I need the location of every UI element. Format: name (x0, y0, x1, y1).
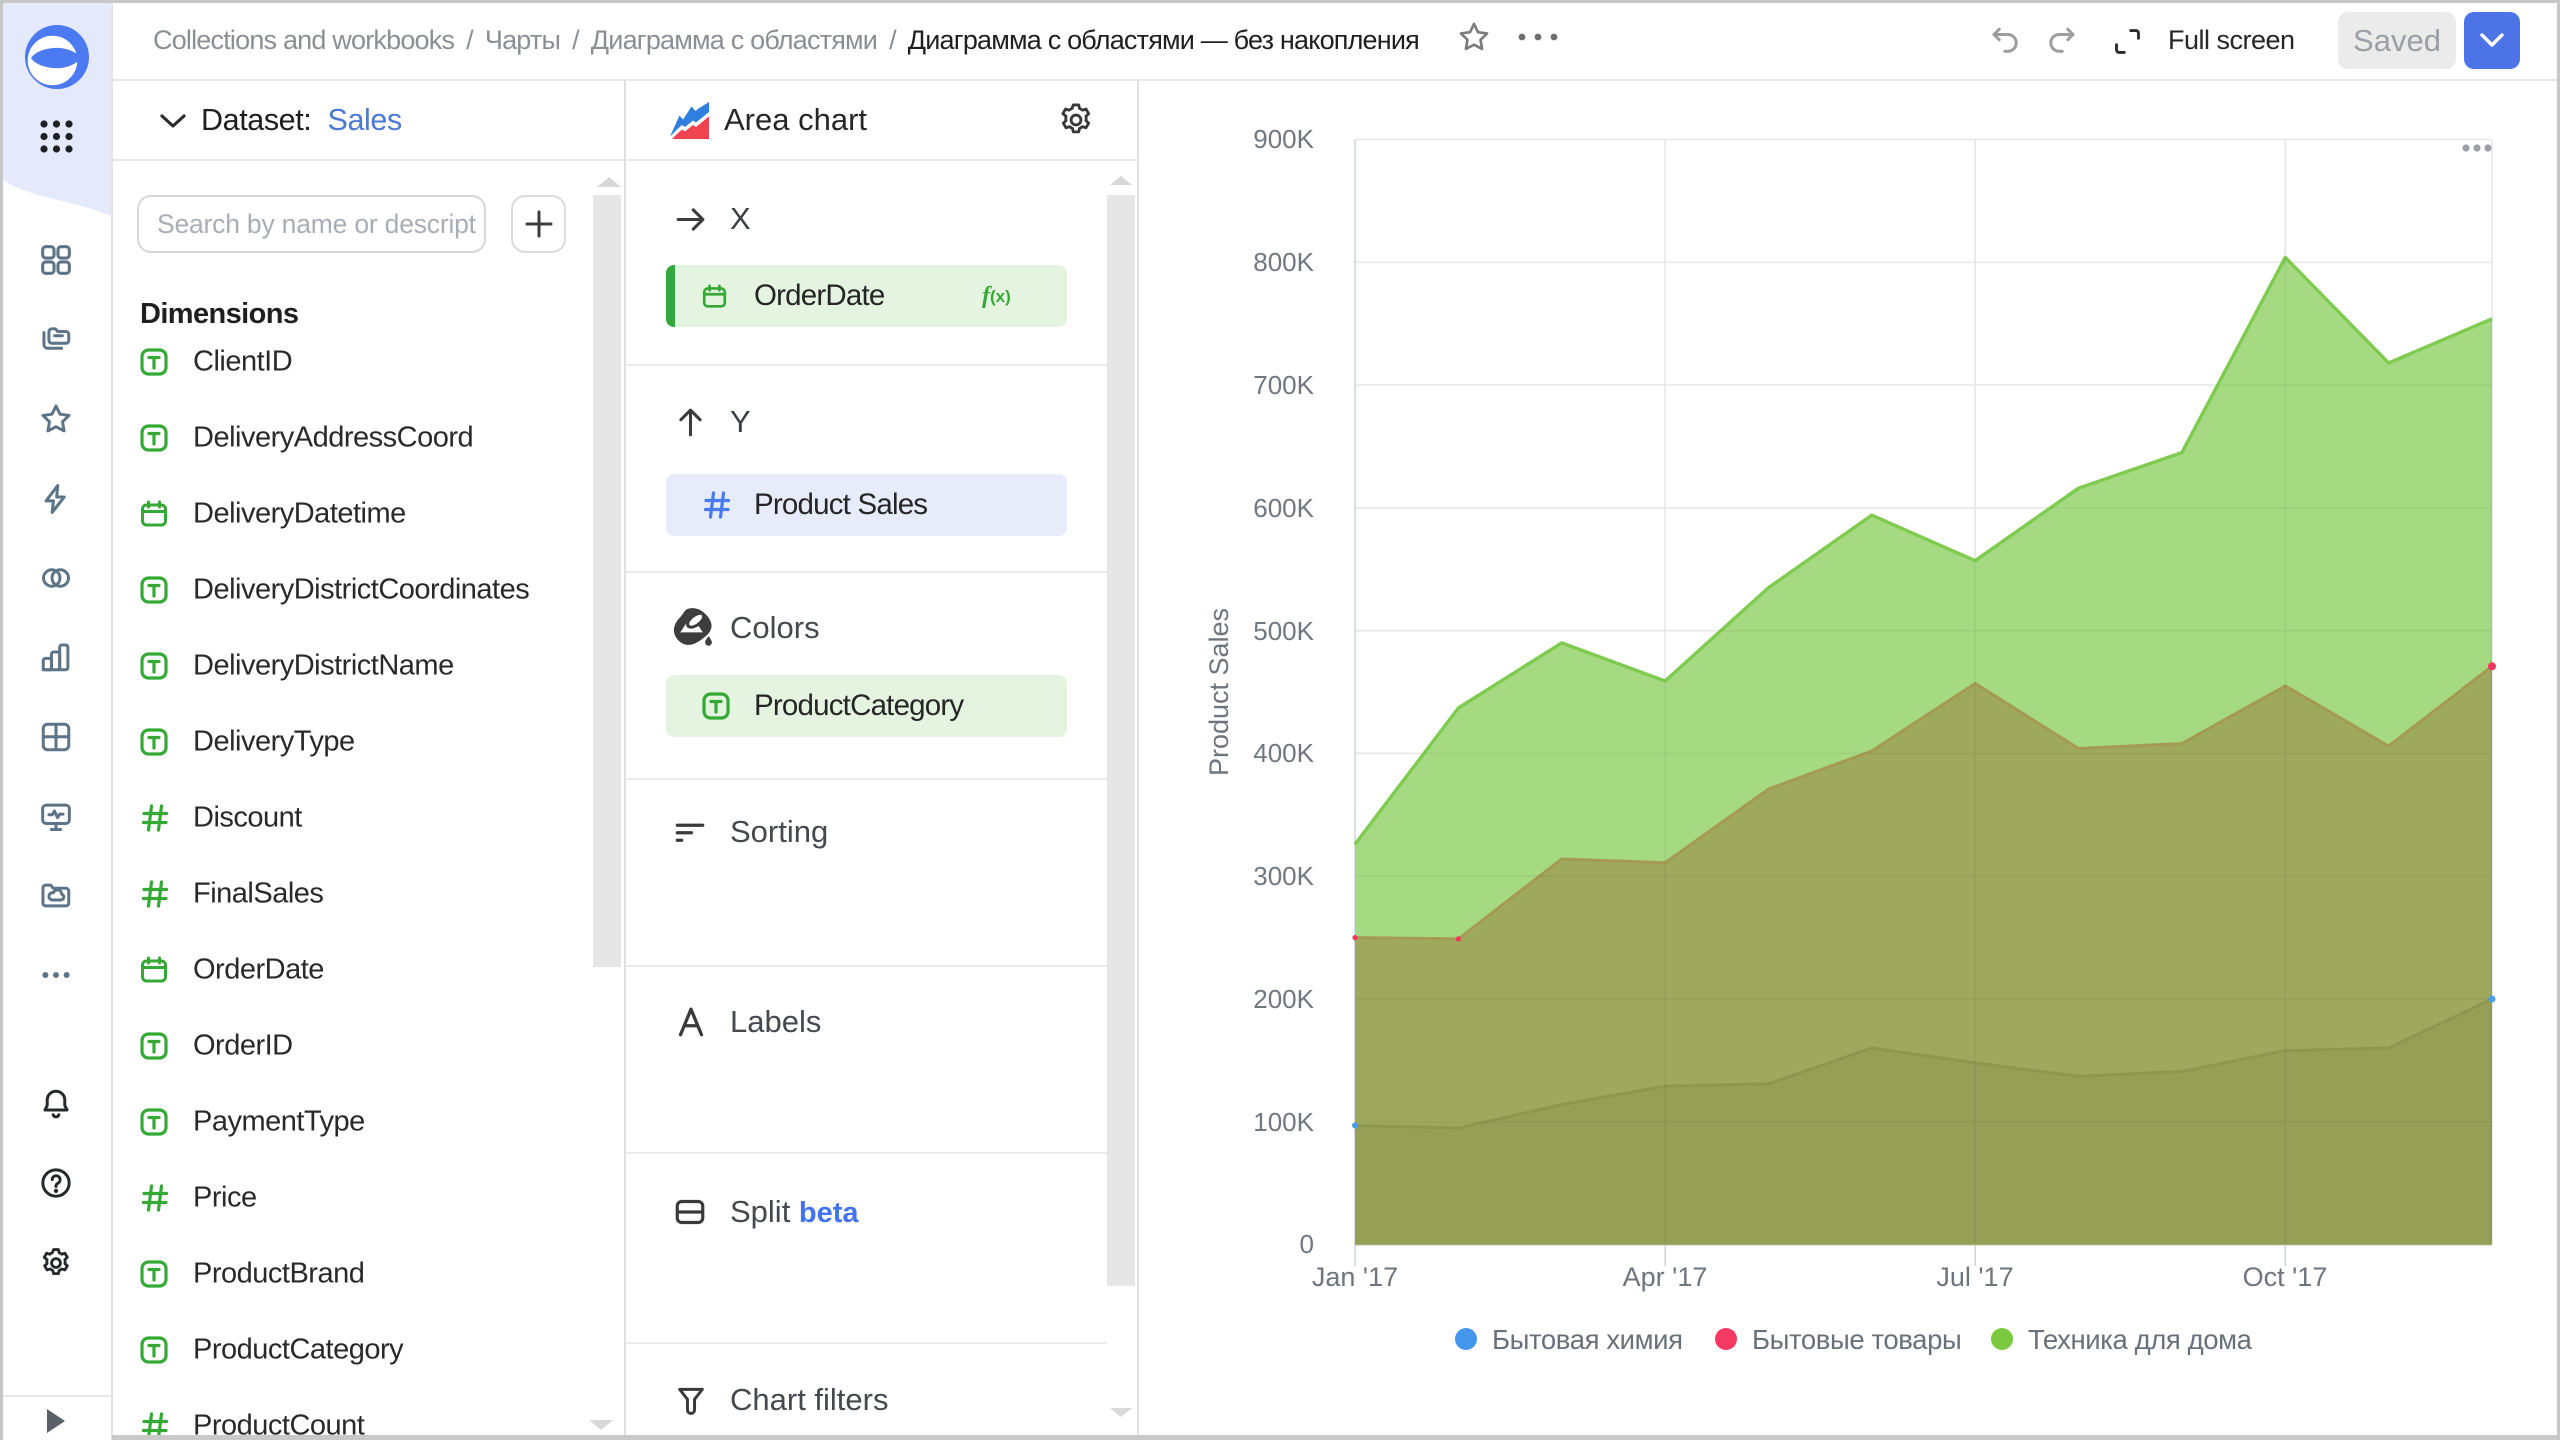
svg-text:400K: 400K (1253, 738, 1314, 768)
svg-text:200K: 200K (1253, 984, 1314, 1014)
svg-text:Apr '17: Apr '17 (1623, 1262, 1708, 1292)
svg-text:500K: 500K (1253, 616, 1314, 646)
svg-text:Бытовые товары: Бытовые товары (1752, 1324, 1961, 1355)
svg-text:900K: 900K (1253, 124, 1314, 154)
svg-text:0: 0 (1300, 1229, 1314, 1259)
svg-text:Product Sales: Product Sales (1204, 608, 1234, 776)
svg-text:Jul '17: Jul '17 (1936, 1262, 2013, 1292)
svg-text:700K: 700K (1253, 370, 1314, 400)
svg-text:f: f (982, 283, 992, 309)
svg-text:800K: 800K (1253, 247, 1314, 277)
svg-text:100K: 100K (1253, 1107, 1314, 1137)
svg-text:(x): (x) (990, 287, 1011, 306)
svg-text:Бытовая химия: Бытовая химия (1492, 1324, 1683, 1355)
svg-text:Oct '17: Oct '17 (2243, 1262, 2328, 1292)
svg-text:600K: 600K (1253, 493, 1314, 523)
svg-text:300K: 300K (1253, 861, 1314, 891)
svg-text:Техника для дома: Техника для дома (2028, 1324, 2253, 1355)
svg-text:Jan '17: Jan '17 (1312, 1262, 1398, 1292)
